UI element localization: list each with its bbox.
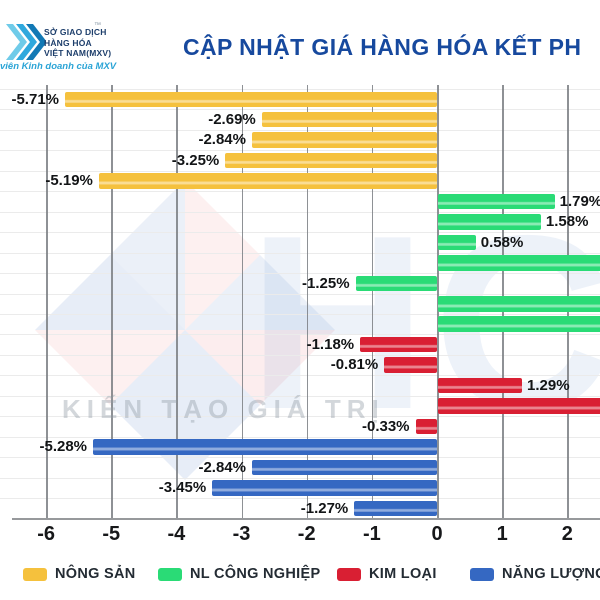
x-gridline [176, 85, 178, 518]
bar-value-label: -5.28% [39, 438, 88, 456]
bar [64, 91, 437, 107]
bar [438, 214, 541, 230]
bar-value-label: 1.58% [545, 213, 589, 231]
logo-org-name: SỞ GIAO DỊCH HÀNG HÓA VIỆT NAM(MXV) [44, 27, 111, 59]
bar [98, 173, 437, 189]
legend-label: NÔNG SẢN [55, 566, 136, 582]
bar [251, 132, 437, 148]
row-gridline [0, 293, 600, 295]
row-gridline [0, 354, 600, 356]
legend-item: NL CÔNG NGHIỆP [158, 566, 320, 582]
x-axis-tick-label: 0 [431, 523, 443, 545]
legend-label: NĂNG LƯỢNG [502, 566, 600, 582]
bar-value-label: 0.58% [480, 233, 524, 251]
bar [225, 152, 437, 169]
bar [438, 398, 600, 414]
bar [251, 459, 437, 476]
x-gridline [111, 85, 113, 518]
legend-item: NĂNG LƯỢNG [470, 566, 600, 582]
row-gridline [0, 232, 600, 234]
bar [354, 500, 437, 516]
x-axis-tick-label: 2 [561, 523, 573, 545]
x-axis-tick-label: -3 [232, 523, 251, 545]
row-gridline [0, 129, 600, 131]
bar-value-label: -1.27% [300, 499, 349, 517]
logo-org-line-3: VIỆT NAM(MXV) [44, 48, 112, 58]
bar-value-label: -5.71% [11, 90, 59, 108]
bar [438, 234, 476, 251]
x-axis-tick-label: 1 [496, 523, 508, 545]
legend-item: KIM LOẠI [337, 566, 437, 582]
logo-org-line-2: HÀNG HÓA [44, 37, 92, 48]
bar-value-label: -2.69% [208, 110, 256, 128]
row-gridline [0, 252, 600, 254]
legend-swatch-icon [23, 567, 47, 581]
bar-value-label: -2.84% [198, 131, 246, 149]
x-gridline [437, 85, 439, 518]
logo-org-line-1: SỞ GIAO DỊCH [44, 27, 107, 37]
row-gridline [0, 191, 600, 193]
row-gridline [0, 334, 600, 336]
legend-item: NÔNG SẢN [23, 566, 136, 582]
row-gridline [0, 416, 600, 418]
row-gridline [0, 313, 600, 315]
bar [438, 193, 555, 210]
x-gridline [241, 85, 244, 518]
row-gridline [0, 109, 600, 111]
bar [355, 275, 437, 292]
bar-value-label: -0.81% [330, 356, 379, 374]
x-axis-tick-label: -2 [297, 523, 316, 545]
x-axis-tick-label: -5 [102, 523, 121, 545]
bar-value-label: -1.25% [302, 274, 350, 292]
bar [93, 439, 437, 455]
bar-value-label: 1.79% [559, 192, 600, 210]
legend-swatch-icon [470, 567, 494, 581]
legend-swatch-icon [337, 567, 361, 581]
bar-value-label: -3.25% [171, 151, 220, 169]
bar-value-label: -3.45% [158, 479, 207, 497]
bar [438, 377, 523, 394]
row-gridline [0, 89, 600, 90]
x-axis-tick-label: -1 [362, 523, 381, 545]
bar-value-label: -5.19% [45, 172, 93, 190]
bar-value-label: -2.84% [198, 458, 246, 476]
row-gridline [0, 498, 600, 499]
x-axis-line [12, 518, 600, 520]
logo-tagline: viên Kinh doanh của MXV [0, 61, 117, 72]
watermark-slogan: KIẾN TẠO GIÁ TRỊ [62, 394, 385, 424]
row-gridline [0, 436, 600, 438]
legend-label: KIM LOẠI [369, 566, 437, 582]
bar [438, 255, 600, 271]
bar [438, 316, 600, 332]
bar [438, 296, 600, 312]
x-axis-tick-label: -6 [37, 523, 55, 545]
row-gridline [0, 170, 600, 172]
row-gridline [0, 273, 600, 275]
bar [415, 418, 437, 435]
x-gridline [371, 85, 374, 518]
bar-value-label: -1.18% [306, 335, 355, 353]
bar [212, 480, 437, 496]
row-gridline [0, 211, 600, 213]
x-axis-tick-label: -4 [167, 523, 186, 545]
mxv-logo-icon [6, 24, 46, 60]
row-gridline [0, 150, 600, 152]
row-gridline [0, 395, 600, 397]
legend-label: NL CÔNG NGHIỆP [190, 566, 321, 582]
legend-swatch-icon [158, 567, 182, 581]
x-gridline [46, 85, 48, 518]
bar-value-label: 1.29% [527, 376, 570, 394]
x-gridline [306, 85, 309, 518]
row-gridline [0, 457, 600, 459]
row-gridline [0, 477, 600, 479]
bar [261, 111, 437, 128]
bar [384, 357, 437, 373]
bar [360, 336, 437, 353]
bar-value-label: -0.33% [361, 417, 410, 435]
row-gridline [0, 375, 600, 377]
trademark-mark: ™ [94, 22, 101, 29]
page-title: CẬP NHẬT GIÁ HÀNG HÓA KẾT PH [183, 34, 582, 60]
